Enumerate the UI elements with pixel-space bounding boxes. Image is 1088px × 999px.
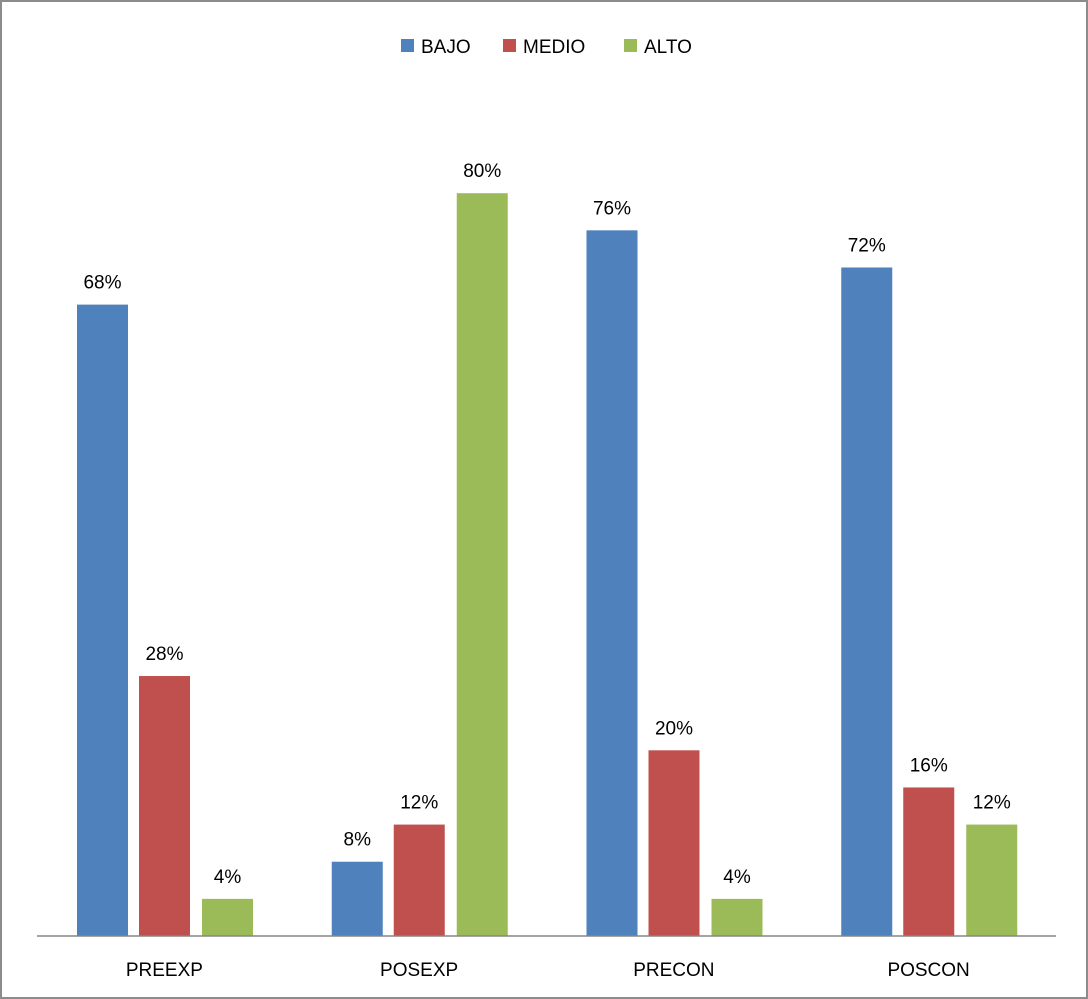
data-label-bajo-poscon: 72% bbox=[848, 235, 886, 256]
data-label-medio-poscon: 16% bbox=[910, 755, 948, 776]
data-label-bajo-precon: 76% bbox=[593, 198, 631, 219]
data-label-bajo-preexp: 68% bbox=[83, 273, 121, 294]
data-label-alto-precon: 4% bbox=[723, 867, 751, 888]
bar-medio-posexp bbox=[393, 824, 445, 936]
x-tick-label-precon: PRECON bbox=[633, 960, 714, 981]
data-label-medio-posexp: 12% bbox=[400, 793, 438, 814]
bar-medio-precon bbox=[648, 750, 700, 936]
legend-label-alto: ALTO bbox=[644, 37, 692, 58]
legend-label-bajo: BAJO bbox=[421, 37, 471, 58]
bar-bajo-poscon bbox=[841, 267, 893, 937]
bar-alto-poscon bbox=[966, 824, 1018, 936]
legend-label-medio: MEDIO bbox=[523, 37, 585, 58]
data-label-medio-preexp: 28% bbox=[145, 644, 183, 665]
data-label-medio-precon: 20% bbox=[655, 718, 693, 739]
bar-medio-poscon bbox=[903, 787, 955, 936]
x-axis-tick-labels: PREEXP POSEXP PRECON POSCON bbox=[126, 960, 970, 981]
data-label-alto-posexp: 80% bbox=[463, 161, 501, 182]
bar-bajo-posexp bbox=[331, 861, 383, 936]
bar-alto-posexp bbox=[456, 193, 508, 936]
bar-alto-preexp bbox=[202, 898, 253, 936]
bar-medio-preexp bbox=[139, 676, 190, 936]
legend-swatch-bajo bbox=[401, 39, 414, 52]
x-tick-label-posexp: POSEXP bbox=[380, 960, 458, 981]
x-tick-label-preexp: PREEXP bbox=[126, 960, 203, 981]
legend: BAJO MEDIO ALTO bbox=[401, 37, 692, 58]
x-tick-label-poscon: POSCON bbox=[887, 960, 969, 981]
data-label-alto-preexp: 4% bbox=[214, 867, 242, 888]
legend-swatch-alto bbox=[624, 39, 637, 52]
data-labels: 68% 28% 4% 8% 12% 80% 76% 20% 4% 72% 16% 12% bbox=[83, 161, 1010, 888]
bars bbox=[77, 193, 1018, 937]
bar-bajo-precon bbox=[586, 230, 638, 937]
legend-swatch-medio bbox=[503, 39, 516, 52]
bar-bajo-preexp bbox=[77, 304, 128, 936]
bar-alto-precon bbox=[711, 898, 763, 936]
data-label-bajo-posexp: 8% bbox=[344, 830, 372, 851]
data-label-alto-poscon: 12% bbox=[973, 793, 1011, 814]
